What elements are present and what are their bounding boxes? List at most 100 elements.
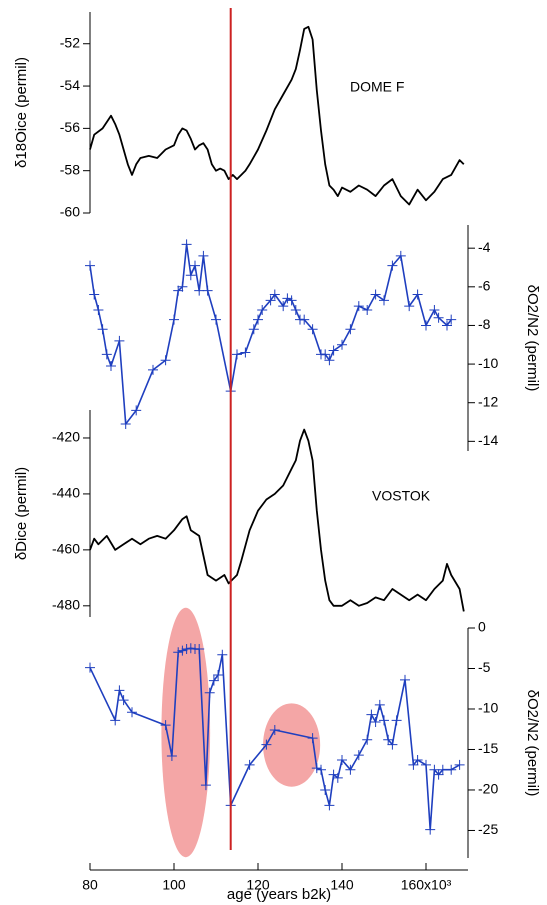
marker bbox=[85, 662, 95, 673]
marker bbox=[324, 355, 335, 366]
marker bbox=[337, 755, 347, 766]
marker bbox=[265, 295, 276, 306]
marker bbox=[217, 649, 228, 660]
marker bbox=[290, 304, 301, 315]
marker bbox=[211, 314, 221, 325]
marker bbox=[85, 260, 95, 271]
highlight bbox=[263, 703, 321, 787]
marker bbox=[173, 285, 184, 296]
marker bbox=[370, 716, 381, 727]
marker bbox=[89, 289, 100, 300]
marker bbox=[345, 764, 356, 775]
marker bbox=[328, 345, 339, 356]
marker bbox=[114, 335, 125, 346]
y-tick-label: -440 bbox=[52, 485, 80, 501]
y-axis-label: δ18Oice (permil) bbox=[13, 57, 30, 168]
x-tick-label: 140 bbox=[330, 877, 354, 893]
marker bbox=[118, 695, 129, 706]
marker bbox=[425, 824, 436, 835]
marker bbox=[332, 772, 343, 783]
data-line bbox=[89, 25, 465, 206]
y-tick-label: -480 bbox=[52, 597, 80, 613]
marker bbox=[181, 644, 192, 655]
marker bbox=[353, 750, 364, 761]
marker bbox=[97, 324, 108, 335]
y-tick-label: -10 bbox=[478, 355, 498, 371]
y-tick-label: -15 bbox=[478, 740, 498, 756]
marker bbox=[261, 739, 272, 750]
marker bbox=[433, 769, 444, 780]
y-tick-label: -6 bbox=[478, 278, 491, 294]
x-tick-label: 160x10³ bbox=[401, 877, 452, 893]
marker bbox=[131, 405, 142, 416]
marker bbox=[286, 295, 297, 306]
y-tick-label: -5 bbox=[478, 659, 491, 675]
marker bbox=[173, 647, 184, 658]
marker bbox=[379, 295, 389, 306]
y-tick-label: 0 bbox=[478, 619, 486, 635]
marker bbox=[383, 734, 394, 745]
marker bbox=[202, 285, 213, 296]
marker bbox=[93, 304, 104, 315]
x-tick-label: 120 bbox=[246, 877, 270, 893]
y-tick-label: -10 bbox=[478, 700, 498, 716]
y-tick-label: -12 bbox=[478, 393, 498, 409]
marker bbox=[374, 699, 385, 710]
panel-label: VOSTOK bbox=[372, 488, 431, 504]
marker bbox=[395, 250, 406, 261]
y-tick-label: -8 bbox=[478, 316, 491, 332]
marker bbox=[120, 418, 131, 429]
marker bbox=[412, 289, 423, 300]
marker bbox=[269, 725, 280, 736]
marker bbox=[429, 764, 440, 775]
marker bbox=[400, 674, 410, 685]
marker bbox=[391, 715, 402, 726]
marker bbox=[169, 314, 179, 325]
y-tick-label: -4 bbox=[478, 239, 491, 255]
marker bbox=[299, 314, 310, 325]
marker bbox=[240, 347, 251, 358]
marker bbox=[366, 709, 377, 720]
marker bbox=[408, 759, 419, 770]
marker bbox=[362, 734, 373, 745]
marker bbox=[307, 324, 318, 335]
y-tick-label: -54 bbox=[60, 77, 80, 93]
marker bbox=[404, 301, 415, 312]
highlight bbox=[161, 607, 211, 858]
marker bbox=[421, 320, 431, 331]
marker bbox=[204, 687, 215, 698]
panel-label: DOME F bbox=[350, 79, 404, 95]
y-tick-label: -58 bbox=[60, 161, 80, 177]
marker bbox=[190, 260, 200, 271]
marker bbox=[160, 720, 171, 731]
marker bbox=[110, 715, 121, 726]
data-line bbox=[89, 428, 465, 612]
y-tick-label: -420 bbox=[52, 429, 80, 445]
marker bbox=[387, 739, 398, 750]
marker bbox=[194, 285, 205, 296]
marker bbox=[213, 669, 224, 680]
y-tick-label: -25 bbox=[478, 821, 498, 837]
marker bbox=[232, 349, 242, 360]
marker bbox=[320, 784, 331, 795]
x-tick-label: 80 bbox=[82, 877, 98, 893]
marker bbox=[446, 314, 457, 325]
marker bbox=[177, 645, 188, 656]
marker bbox=[429, 304, 440, 315]
y-axis-label: δO2/N2 (permil) bbox=[524, 285, 541, 392]
marker bbox=[454, 759, 465, 770]
marker bbox=[127, 707, 137, 718]
marker bbox=[248, 324, 259, 335]
marker bbox=[101, 349, 112, 360]
marker bbox=[362, 304, 373, 315]
marker bbox=[177, 281, 188, 292]
marker bbox=[337, 339, 347, 350]
marker bbox=[253, 314, 263, 325]
marker bbox=[307, 733, 318, 744]
marker bbox=[316, 764, 326, 775]
marker bbox=[106, 361, 116, 372]
marker bbox=[148, 364, 158, 375]
marker bbox=[442, 320, 452, 331]
y-tick-label: -60 bbox=[60, 204, 80, 220]
